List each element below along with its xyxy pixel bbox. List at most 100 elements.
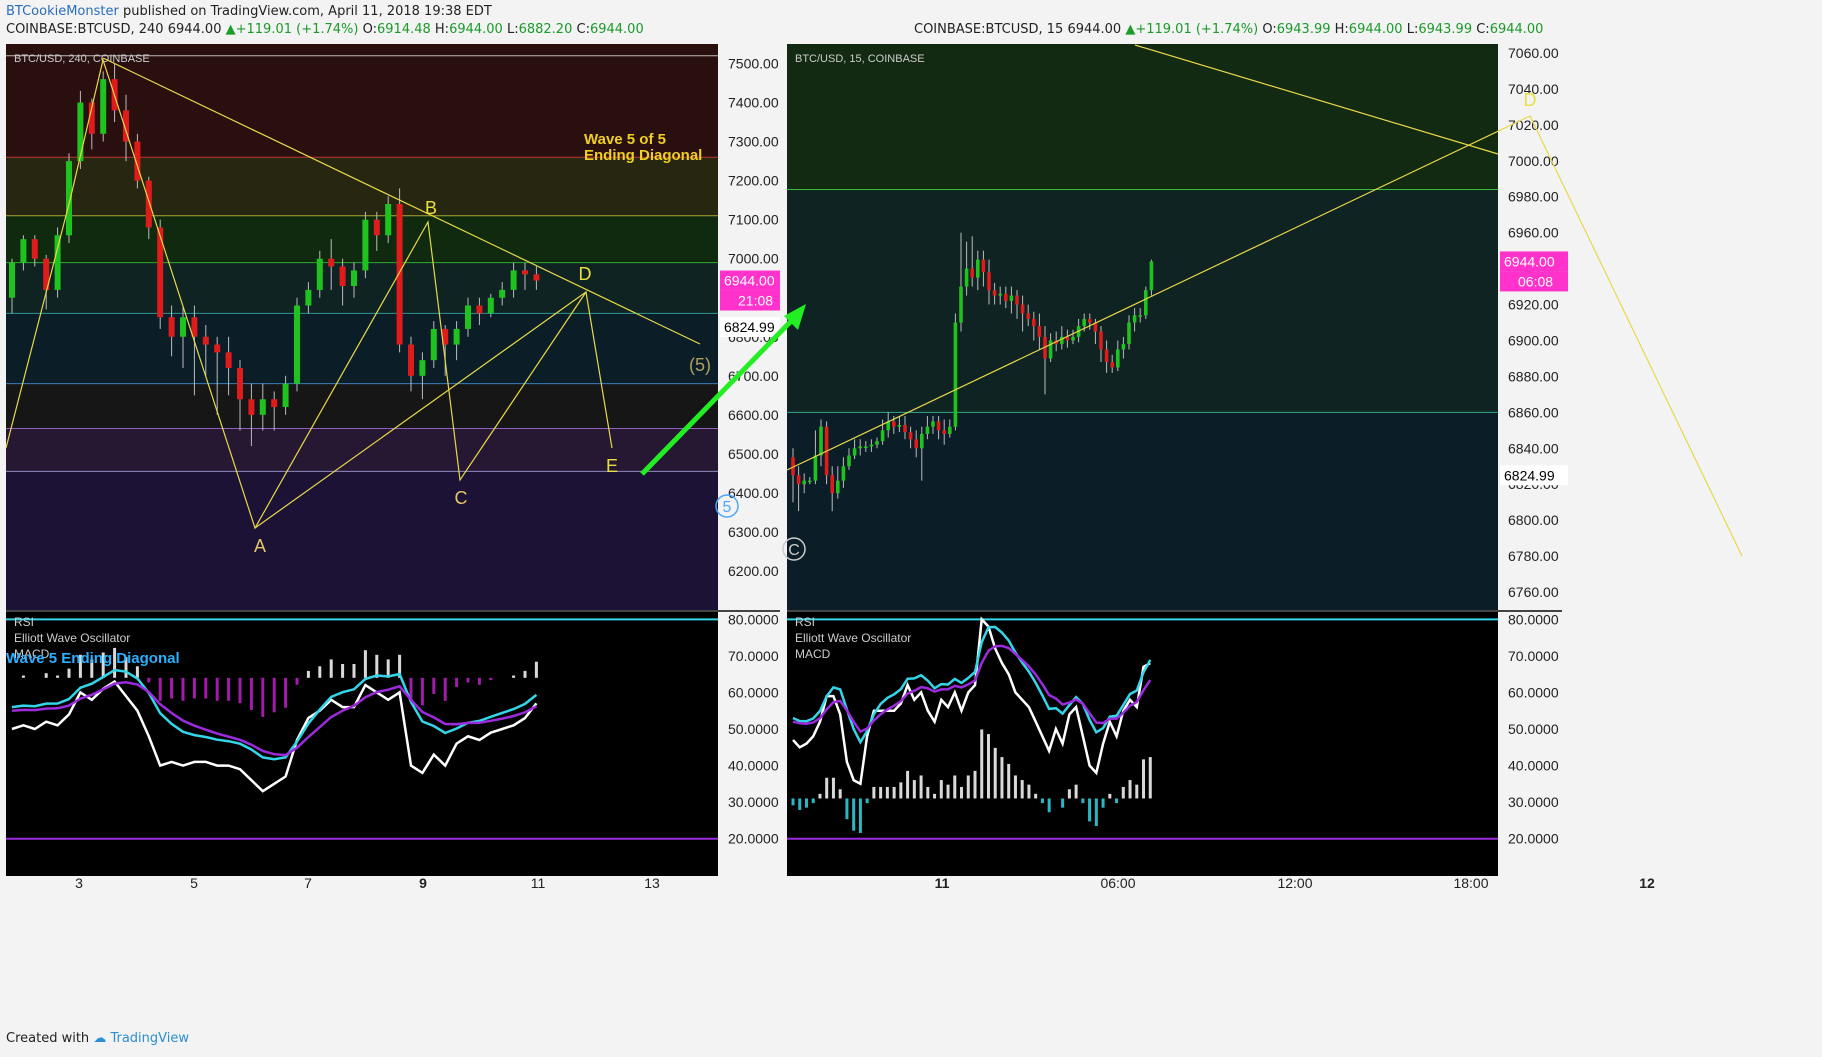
candle-body [100, 79, 107, 134]
ewo-line [792, 625, 1152, 745]
candle-body [920, 433, 924, 449]
indicator-tick-label: 30.0000 [1508, 794, 1559, 810]
zone-band [6, 383, 718, 429]
indicator-tick-label: 70.0000 [1508, 648, 1559, 664]
price-tick-label: 6980.00 [1508, 189, 1559, 205]
macd-histogram-bar [845, 798, 849, 820]
candle-body [802, 480, 806, 485]
price-tick-label: 6840.00 [1508, 440, 1559, 456]
price-tick-label: 7000.00 [728, 251, 779, 267]
candle-body [316, 258, 323, 290]
candle-body [214, 344, 221, 353]
indicator-label: MACD [14, 647, 50, 661]
wave-point-label: E [606, 456, 618, 476]
macd-histogram-bar [838, 789, 842, 799]
target-arrow-shaft [640, 310, 802, 476]
zone-band [6, 157, 718, 216]
indicator-tick-label: 20.0000 [728, 831, 779, 847]
publish-text: published on TradingView.com, April 11, … [122, 4, 492, 19]
macd-histogram-bar [386, 659, 390, 678]
candle-body [819, 426, 823, 456]
time-tick-label: 13 [644, 875, 660, 891]
macd-histogram-bar [1142, 759, 1146, 799]
level-price-label: 6824.99 [1504, 467, 1555, 483]
macd-histogram-bar [804, 798, 808, 808]
right-open: 6943.99 [1276, 22, 1331, 37]
macd-histogram-bar [238, 677, 242, 704]
macd-histogram-bar [1020, 780, 1024, 799]
left-close: 6944.00 [589, 22, 644, 37]
author-link[interactable]: BTCookieMonster [6, 4, 119, 19]
macd-histogram-bar [1007, 763, 1011, 799]
footer-brand-link[interactable]: TradingView [110, 1031, 189, 1046]
macd-histogram-bar [215, 677, 219, 701]
macd-histogram-bar [249, 677, 253, 711]
price-tick-label: 6300.00 [728, 524, 779, 540]
indicator-tick-label: 80.0000 [728, 611, 779, 627]
price-tick-label: 7020.00 [1508, 117, 1559, 133]
macd-histogram-bar [865, 798, 869, 804]
indicator-label: RSI [795, 615, 815, 629]
macd-histogram-bar [420, 677, 424, 706]
zone-band [6, 471, 718, 610]
candle-body [1009, 295, 1014, 301]
macd-histogram-bar [926, 786, 930, 799]
candle-body [271, 399, 278, 408]
candle-body [936, 421, 941, 431]
candle-body [1093, 322, 1098, 332]
macd-histogram-bar [798, 798, 802, 810]
left-low: 6882.20 [518, 22, 573, 37]
macd-histogram-bar [825, 777, 829, 799]
indicator-tick-label: 80.0000 [1508, 611, 1559, 627]
price-tick-label: 6880.00 [1508, 368, 1559, 384]
target-arrow-head [784, 304, 806, 330]
candle-body [1116, 349, 1120, 368]
candle-body [1138, 315, 1142, 317]
candle-body [1048, 340, 1053, 359]
time-tick-label: 11 [531, 875, 546, 891]
price-tick-label: 6600.00 [728, 407, 779, 423]
candle-body [892, 421, 896, 427]
candle-body [191, 317, 198, 337]
zone-band [6, 428, 718, 472]
candle-body [145, 180, 152, 228]
candle-body [970, 268, 974, 278]
candle-body [180, 317, 186, 337]
time-tick-label: 11 [935, 875, 950, 891]
macd-histogram-bar [375, 654, 379, 678]
candle-body [1110, 362, 1114, 368]
candle-body [225, 352, 232, 368]
macd-histogram-bar [135, 666, 139, 678]
macd-histogram-bar [1081, 798, 1085, 804]
left-change: +119.01 (+1.74%) [235, 22, 359, 37]
up-arrow-icon: ▲ [225, 22, 236, 37]
candle-body [1015, 295, 1019, 305]
candle-body [305, 289, 312, 306]
candle-body [1099, 331, 1103, 350]
panel-separator [780, 44, 787, 1021]
indicator-tick-label: 50.0000 [1508, 721, 1559, 737]
macd-histogram-bar [78, 654, 82, 678]
candle-body [339, 266, 346, 287]
candle-body [903, 424, 907, 433]
macd-histogram-bar [477, 677, 481, 685]
macd-histogram-bar [852, 798, 856, 831]
candle-body [1060, 336, 1064, 345]
macd-histogram-bar [1128, 780, 1132, 799]
candle-body [942, 430, 946, 434]
macd-histogram-bar [261, 677, 265, 717]
publish-line: BTCookieMonster published on TradingView… [6, 4, 492, 48]
time-tick-label: 7 [304, 875, 312, 891]
last-price-marker [1500, 251, 1568, 272]
x-axis-strip [787, 876, 1562, 1021]
footer: Created with ☁ TradingView [6, 1031, 189, 1046]
indicator-tick-label: 20.0000 [1508, 831, 1559, 847]
right-low: 6943.99 [1418, 22, 1473, 37]
macd-histogram-bar [1135, 784, 1139, 799]
macd-histogram-bar [284, 677, 288, 708]
zone-band [787, 412, 1498, 610]
price-tick-label: 6960.00 [1508, 225, 1559, 241]
left-symbol-line: COINBASE:BTCUSD, 240 6944.00 ▲+119.01 (+… [6, 22, 644, 37]
right-symbol: COINBASE:BTCUSD, 15 [914, 22, 1064, 37]
